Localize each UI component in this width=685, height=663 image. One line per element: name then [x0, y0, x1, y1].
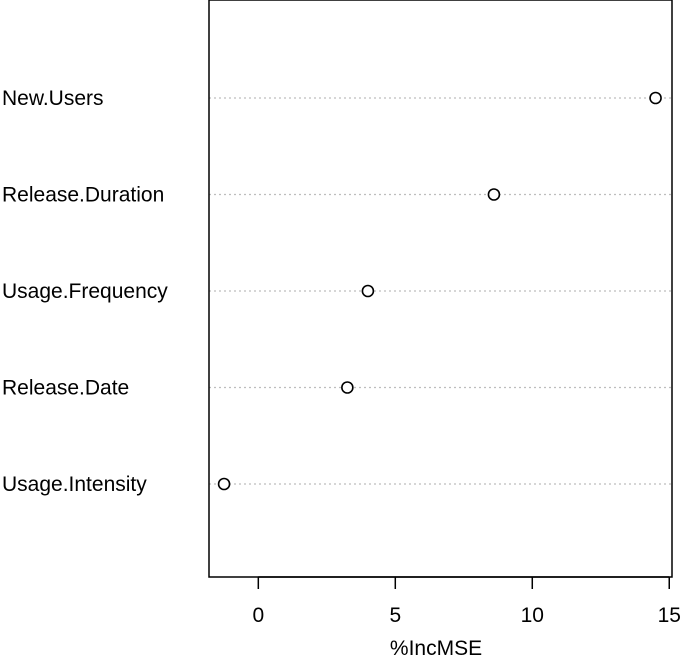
category-label: New.Users: [2, 87, 104, 110]
category-labels: New.Users Release.Duration Usage.Frequency…: [2, 87, 168, 496]
x-axis-title: %IncMSE: [390, 637, 482, 660]
category-label: Release.Duration: [2, 184, 164, 207]
x-tick-label: 10: [521, 604, 544, 627]
category-label: Usage.Intensity: [2, 473, 147, 496]
data-point: [649, 91, 662, 105]
category-label: Release.Date: [2, 377, 129, 400]
data-points: [217, 91, 662, 491]
data-point: [361, 284, 375, 298]
x-axis: 0 5 10 15: [252, 576, 681, 627]
grid-lines: [209, 97, 672, 485]
x-tick-label: 5: [389, 604, 401, 627]
category-label: Usage.Frequency: [2, 280, 168, 303]
x-tick-label: 0: [252, 604, 264, 627]
data-point: [487, 188, 501, 201]
x-tick-label: 15: [658, 604, 681, 627]
plot-frame: [208, 0, 673, 578]
data-point: [217, 477, 231, 491]
data-point: [341, 381, 354, 394]
